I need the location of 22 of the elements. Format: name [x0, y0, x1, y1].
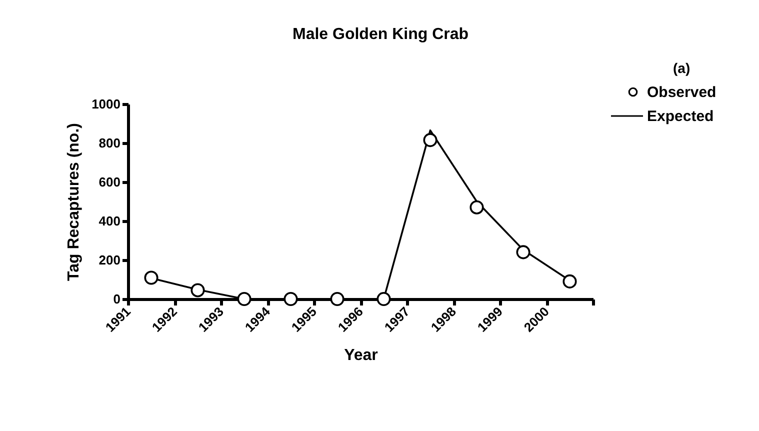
x-axis-title: Year — [344, 346, 378, 364]
y-tick-label: 200 — [98, 252, 120, 268]
point — [284, 292, 298, 306]
y-tick-label: 400 — [98, 214, 120, 228]
point — [470, 200, 484, 214]
point — [330, 292, 344, 306]
legend-label: Observed — [647, 84, 716, 101]
y-tick-label: 600 — [98, 174, 120, 190]
point — [237, 292, 252, 306]
chart-title: Male Golden King Crab — [292, 26, 469, 43]
text: (a) — [673, 60, 690, 76]
y-axis-title: Tag Recaptures (no.) — [66, 123, 83, 281]
point — [144, 270, 158, 285]
legend-label: Expected — [647, 108, 714, 125]
point — [562, 274, 577, 288]
y-tick-label: 1000 — [92, 96, 120, 112]
y-tick-label: 0 — [113, 292, 120, 306]
point — [423, 133, 438, 148]
point — [190, 283, 205, 298]
y-tick-label: 800 — [98, 136, 120, 150]
point — [516, 245, 530, 260]
point — [376, 292, 391, 306]
